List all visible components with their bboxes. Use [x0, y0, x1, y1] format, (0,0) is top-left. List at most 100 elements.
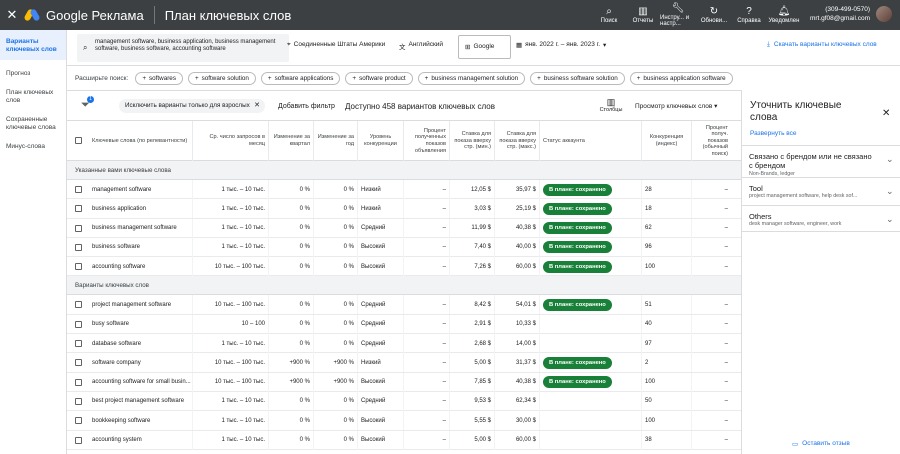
row-checkbox[interactable] — [75, 224, 82, 232]
tool-label: Отчеты — [632, 17, 654, 24]
refine-group-tool[interactable]: Tool project management software, help d… — [742, 177, 900, 205]
sidebar-item-keyword-ideas[interactable]: Варианты ключевых слов — [0, 30, 66, 60]
status-badge[interactable]: В плане: сохранено — [543, 298, 612, 311]
network-selector[interactable]: ⊞ Google — [458, 35, 511, 59]
broaden-chip[interactable]: + business management solution — [417, 71, 526, 85]
broaden-chip[interactable]: + software product — [345, 71, 413, 85]
row-checkbox[interactable] — [75, 417, 82, 425]
broaden-chip[interactable]: + softwares — [135, 71, 183, 85]
language-value: Английский — [408, 41, 444, 48]
row-checkbox[interactable] — [75, 397, 82, 405]
sidebar-item-forecast[interactable]: Прогноз — [6, 70, 31, 77]
column-header-account-status[interactable]: Статус аккаунта — [539, 121, 641, 161]
table-row[interactable]: best project management software 1 тыс. –… — [67, 391, 741, 412]
cell-bid-low: 9,53 $ — [449, 391, 494, 411]
language-selector[interactable]: 文 Английский — [399, 41, 443, 51]
row-checkbox[interactable] — [75, 186, 82, 193]
sidebar-item-negative-keywords[interactable]: Минус-слова — [6, 143, 45, 150]
row-checkbox[interactable] — [75, 340, 82, 348]
cell-keyword: business software — [92, 244, 141, 251]
row-checkbox[interactable] — [75, 436, 82, 444]
status-badge[interactable]: В плане: сохранено — [543, 241, 612, 254]
cell-bid-low: 8,42 $ — [449, 295, 494, 315]
avatar[interactable] — [876, 6, 892, 22]
row-checkbox[interactable] — [75, 205, 82, 213]
row-checkbox[interactable] — [75, 359, 82, 367]
columns-button[interactable]: ▥ Столбцы — [594, 98, 628, 114]
table-row[interactable]: software company 10 тыс. – 100 тыс. +900 %… — [67, 353, 741, 373]
view-selector[interactable]: Просмотр ключевых слов ▾ — [635, 102, 717, 110]
cell-competition-index: 2 — [641, 353, 691, 373]
column-header-organic-share[interactable]: Процент получ. показов (обычный поиск) — [691, 121, 731, 161]
select-all-checkbox[interactable] — [75, 137, 82, 144]
column-header-bid-low[interactable]: Ставка для показа вверху стр. (мин.) — [449, 121, 494, 161]
status-badge[interactable]: В плане: сохранено — [543, 183, 612, 196]
keyword-search-box[interactable]: ⌕ management software, business applicat… — [77, 34, 289, 62]
reports-tool-button[interactable]: ▥ Отчеты — [626, 0, 660, 30]
close-icon[interactable]: ✕ — [882, 108, 891, 119]
filter-icon[interactable]: ⏷ — [81, 99, 90, 111]
column-header-competition[interactable]: Уровень конкуренции — [357, 121, 403, 161]
table-row[interactable]: busy software 10 – 100 0 % 0 % Средний –2,91 … — [67, 314, 741, 335]
sidebar-item-keyword-plan[interactable]: План ключевых слов — [6, 89, 54, 104]
table-row[interactable]: business software 1 тыс. – 10 тыс. 0 % 0 % В… — [67, 237, 741, 258]
refine-group-brand[interactable]: Связано с брендом или не связано с бренд… — [742, 145, 900, 179]
cell-competition: Низкий — [357, 199, 403, 219]
column-header-keyword[interactable]: Ключевые слова (по релевантности) — [92, 137, 188, 144]
table-row[interactable]: management software 1 тыс. – 10 тыс. 0 % 0 … — [67, 180, 741, 200]
sidebar-item-saved-keywords[interactable]: Сохраненные ключевые слова — [6, 116, 56, 131]
status-badge[interactable]: В плане: сохранено — [543, 356, 612, 369]
broaden-chip[interactable]: + business software solution — [530, 71, 625, 85]
column-header-bid-high[interactable]: Ставка для показа вверху стр. (макс.) — [494, 121, 539, 161]
table-row[interactable]: business application 1 тыс. – 10 тыс. 0 % 0… — [67, 199, 741, 219]
cell-quarter-change: 0 % — [268, 334, 313, 354]
broaden-chip[interactable]: + software solution — [187, 71, 256, 85]
table-row[interactable]: project management software 10 тыс. – 100… — [67, 295, 741, 315]
table-row[interactable]: accounting software for small busin... 10… — [67, 372, 741, 392]
notifications-button[interactable]: 🔔︎ Уведомлен — [766, 0, 802, 30]
status-badge[interactable]: В плане: сохранено — [543, 202, 612, 215]
expand-all-link[interactable]: Развернуть все — [750, 130, 797, 137]
feedback-button[interactable]: ▭ Оставить отзыв — [792, 440, 850, 448]
search-tool-button[interactable]: ⌕ Поиск — [592, 0, 626, 30]
help-button[interactable]: ? Справка — [732, 0, 766, 30]
table-row[interactable]: accounting system 1 тыс. – 10 тыс. 0 % 0 % В… — [67, 430, 741, 450]
cell-competition: Высокий — [357, 430, 403, 450]
table-row[interactable]: accounting software 10 тыс. – 100 тыс. 0 %… — [67, 257, 741, 277]
status-badge[interactable]: В плане: сохранено — [543, 222, 612, 235]
status-badge[interactable]: В плане: сохранено — [543, 376, 612, 389]
column-header-year-change[interactable]: Изменение за год — [313, 121, 357, 161]
date-range-selector[interactable]: ▦ янв. 2022 г. – янв. 2023 г. ▾ — [516, 41, 606, 49]
column-header-quarter-change[interactable]: Изменение за квартал — [268, 121, 313, 161]
broaden-chip[interactable]: + software applications — [260, 71, 341, 85]
table-row[interactable]: bookkeeping software 1 тыс. – 10 тыс. 0 % 0… — [67, 411, 741, 431]
close-icon[interactable]: ✕ — [254, 102, 260, 109]
row-checkbox[interactable] — [75, 243, 82, 251]
broaden-chip[interactable]: + business application software — [629, 71, 733, 85]
location-selector[interactable]: ⌖ Соединенные Штаты Америки — [287, 41, 385, 49]
cell-bid-high: 35,97 $ — [494, 180, 539, 199]
table-row[interactable]: database software 1 тыс. – 10 тыс. 0 % 0 % С… — [67, 334, 741, 354]
account-info[interactable]: (309-499-0570) mrt.gf08@gmail.com — [808, 5, 870, 23]
close-icon[interactable]: ✕ — [6, 7, 18, 22]
row-checkbox[interactable] — [75, 320, 82, 328]
row-checkbox[interactable] — [75, 301, 82, 309]
column-header-impression-share[interactable]: Процент полученных показов объявления — [403, 121, 449, 161]
row-checkbox[interactable] — [75, 263, 82, 271]
download-button[interactable]: ⤓ Скачать варианты ключевых слов — [767, 41, 877, 49]
tools-settings-button[interactable]: 🔧︎ Инстру... и настр... — [660, 0, 696, 30]
add-filter-button[interactable]: Добавить фильтр — [278, 103, 335, 110]
table-row[interactable]: business management software 1 тыс. – 10 … — [67, 218, 741, 238]
cell-competition-index: 40 — [641, 314, 691, 334]
active-filter-chip[interactable]: Исключить варианты только для взрослых ✕ — [119, 99, 265, 113]
broaden-label: Расширьте поиск: — [75, 74, 129, 82]
chip-label: business application software — [643, 74, 726, 82]
network-value: Google — [473, 43, 495, 50]
column-header-avg-searches[interactable]: Ср. число запросов в месяц — [192, 121, 268, 161]
keyword-query[interactable]: management software, business applicatio… — [95, 39, 276, 52]
status-badge[interactable]: В плане: сохранено — [543, 260, 612, 273]
column-header-competition-index[interactable]: Конкуренция (индекс) — [641, 121, 691, 161]
refine-group-others[interactable]: Others desk manager software, engineer, … — [742, 205, 900, 231]
row-checkbox[interactable] — [75, 378, 82, 386]
refresh-button[interactable]: ↻ Обнови... — [696, 0, 732, 30]
